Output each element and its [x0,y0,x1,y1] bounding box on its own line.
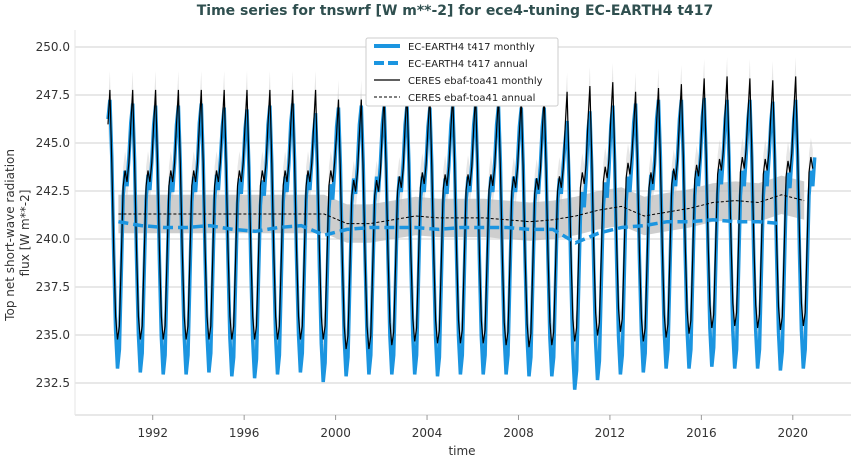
x-tick-label: 2004 [412,426,443,440]
legend: EC-EARTH4 t417 monthly EC-EARTH4 t417 an… [365,37,559,107]
legend-box [365,37,559,107]
y-axis-label-line-1: Top net short-wave radiation [3,149,17,322]
ece-annual-line [118,218,782,245]
x-axis-label: time [448,444,475,457]
ceres-annual-spread-band [118,175,805,243]
legend-label-ece-monthly: EC-EARTH4 t417 monthly [408,42,535,53]
x-tick-label: 2012 [595,426,626,440]
y-axis-label-line-2: flux [W m**-2] [18,190,32,277]
x-tick-label: 2000 [320,426,351,440]
legend-label-ece-annual: EC-EARTH4 t417 annual [408,59,528,70]
x-tick-label: 2020 [778,426,809,440]
y-tick-label: 245.0 [36,136,70,150]
y-tick-label: 235.0 [36,328,70,342]
x-tick-label: 1996 [229,426,260,440]
y-axis-label: Top net short-wave radiation flux [W m**… [3,145,32,322]
y-tick-label: 242.5 [36,184,70,198]
y-tick-label: 240.0 [36,232,70,246]
chart-title: Time series for tnswrf [W m**-2] for ece… [197,3,714,19]
y-tick-label: 237.5 [36,280,70,294]
x-tick-label: 1992 [137,426,168,440]
x-tick-label: 2016 [686,426,717,440]
y-tick-label: 250.0 [36,40,70,54]
legend-label-ceres-monthly: CERES ebaf-toa41 monthly [408,76,543,87]
y-tick-label: 232.5 [36,376,70,390]
y-tick-label: 247.5 [36,88,70,102]
legend-label-ceres-annual: CERES ebaf-toa41 annual [408,93,535,104]
ceres-monthly-line [107,76,814,350]
ceres-annual-line [118,194,805,225]
x-tick-label: 2008 [503,426,534,440]
